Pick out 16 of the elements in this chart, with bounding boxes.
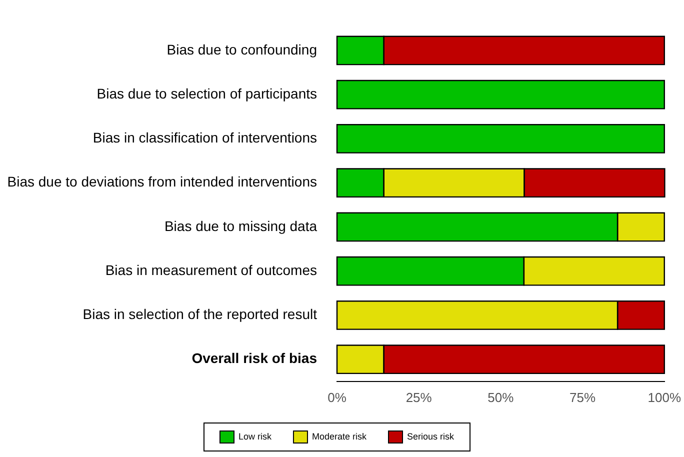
y-tick-label: Bias in classification of interventions <box>92 130 317 146</box>
y-tick-label: Bias due to confounding <box>166 41 317 58</box>
x-tick-label: 100% <box>648 390 682 405</box>
x-tick-label: 50% <box>488 390 514 405</box>
y-tick-label: Bias in selection of the reported result <box>82 306 318 322</box>
legend-label: Low risk <box>238 431 272 442</box>
y-tick-label: Bias due to selection of participants <box>96 85 317 102</box>
x-tick-label: 75% <box>570 390 596 405</box>
y-tick-label: Bias in measurement of outcomes <box>105 262 317 278</box>
x-tick-label: 0% <box>328 390 347 405</box>
legend-label: Serious risk <box>407 431 455 442</box>
y-tick-label: Bias due to deviations from intended interventions <box>7 174 317 190</box>
legend-label: Moderate risk <box>312 431 368 442</box>
y-tick-label: Overall risk of bias <box>192 350 318 366</box>
x-tick-label: 25% <box>406 390 432 405</box>
y-tick-label: Bias due to missing data <box>164 218 318 234</box>
